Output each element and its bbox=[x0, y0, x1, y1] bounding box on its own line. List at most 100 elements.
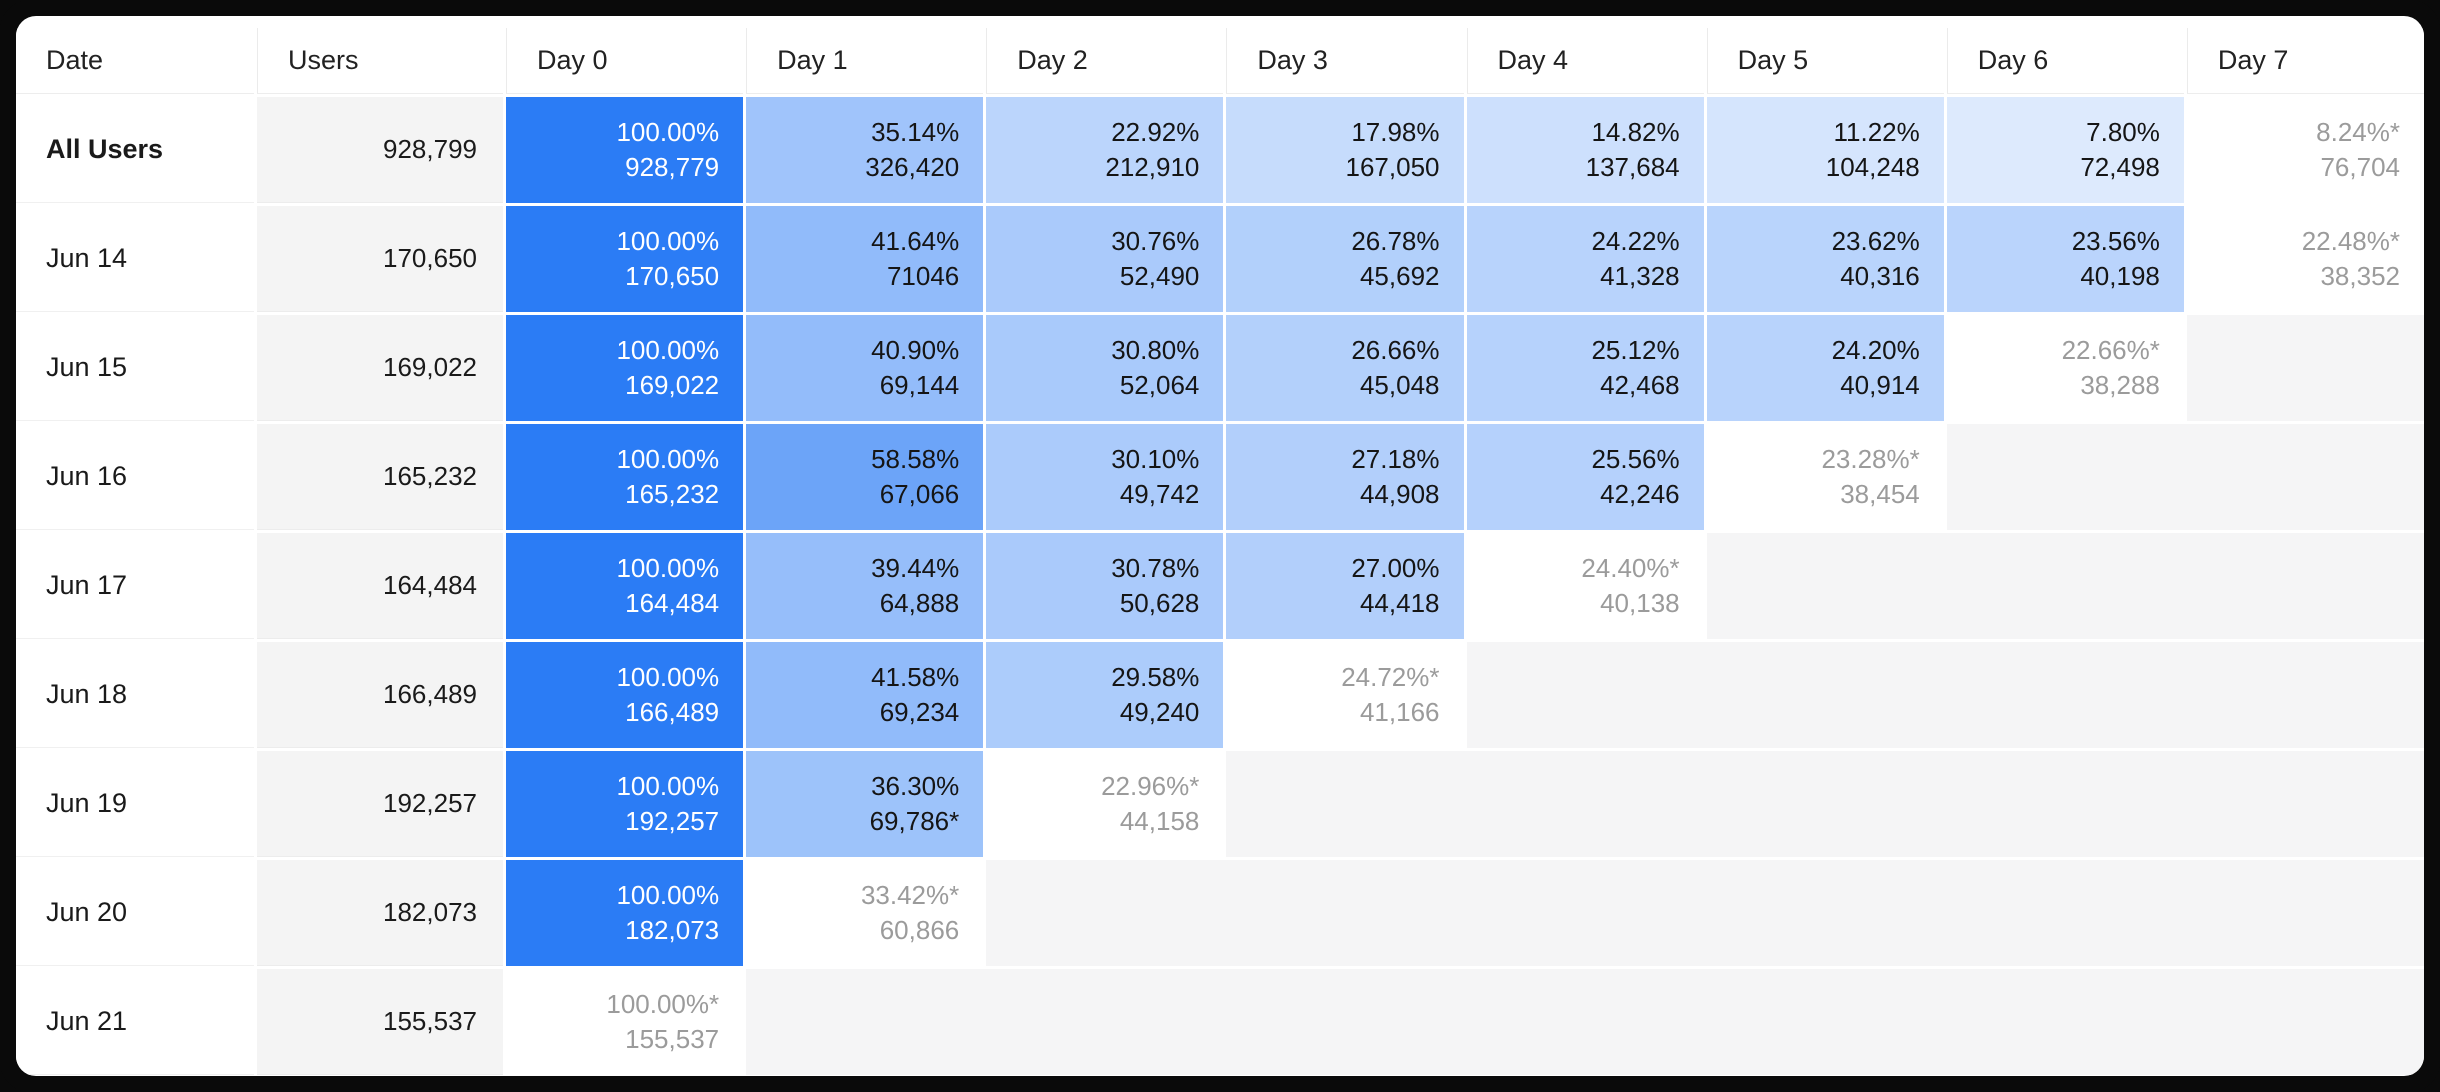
retention-count: 38,352 bbox=[2320, 261, 2400, 291]
retention-percentage: 24.40%* bbox=[1581, 553, 1680, 583]
retention-cell-day-5[interactable]: 24.20% 40,914 bbox=[1706, 315, 1944, 421]
retention-cell-day-3[interactable]: 26.66% 45,048 bbox=[1226, 315, 1464, 421]
retention-count: 155,537 bbox=[625, 1024, 720, 1054]
retention-cell-day-7[interactable]: 22.48%* 38,352 bbox=[2186, 206, 2424, 312]
retention-cell-day-0[interactable]: 100.00% 170,650 bbox=[506, 206, 744, 312]
retention-count: 42,468 bbox=[1600, 370, 1680, 400]
retention-count: 52,490 bbox=[1119, 261, 1200, 291]
cohort-users-count: 169,022 bbox=[257, 315, 503, 421]
column-header-day-1[interactable]: Day 1 bbox=[746, 28, 984, 94]
retention-percentage: 24.72%* bbox=[1341, 662, 1440, 692]
retention-percentage: 39.44% bbox=[871, 553, 960, 583]
retention-cell-day-1[interactable]: 39.44% 64,888 bbox=[746, 533, 984, 639]
retention-cell-day-2[interactable]: 30.78% 50,628 bbox=[986, 533, 1224, 639]
retention-cell-day-7[interactable]: 8.24%* 76,704 bbox=[2186, 97, 2424, 203]
retention-percentage: 11.22% bbox=[1833, 117, 1920, 147]
users-value: 192,257 bbox=[383, 788, 477, 818]
cohort-users-count: 928,799 bbox=[257, 97, 503, 203]
column-header-date[interactable]: Date bbox=[16, 28, 254, 94]
cohort-date: Jun 16 bbox=[46, 461, 128, 491]
retention-count: 326,420 bbox=[865, 152, 960, 182]
retention-count: 182,073 bbox=[625, 915, 720, 945]
cohort-row-label: Jun 20 bbox=[16, 860, 254, 966]
retention-cell-day-4[interactable]: 25.56% 42,246 bbox=[1466, 424, 1704, 530]
retention-percentage: 30.78% bbox=[1111, 553, 1200, 583]
retention-cell-day-1[interactable]: 33.42%* 60,866 bbox=[746, 860, 984, 966]
column-header-users[interactable]: Users bbox=[257, 28, 503, 94]
retention-cell-day-0[interactable]: 100.00% 928,779 bbox=[506, 97, 744, 203]
retention-count: 44,418 bbox=[1359, 588, 1440, 618]
cohort-users-count: 182,073 bbox=[257, 860, 503, 966]
column-header-label: Day 6 bbox=[1977, 45, 2049, 75]
retention-percentage: 30.10% bbox=[1111, 444, 1200, 474]
retention-cell-day-0[interactable]: 100.00% 165,232 bbox=[506, 424, 744, 530]
retention-cell-day-1[interactable]: 41.64% 71046 bbox=[746, 206, 984, 312]
retention-cell-day-0[interactable]: 100.00% 164,484 bbox=[506, 533, 744, 639]
retention-cell-day-3[interactable]: 26.78% 45,692 bbox=[1226, 206, 1464, 312]
column-header-day-3[interactable]: Day 3 bbox=[1226, 28, 1464, 94]
retention-cell-day-1[interactable]: 41.58% 69,234 bbox=[746, 642, 984, 748]
cohort-users-count: 155,537 bbox=[257, 969, 503, 1075]
column-header-label: Day 5 bbox=[1737, 45, 1809, 75]
retention-count: 40,914 bbox=[1840, 370, 1920, 400]
retention-cell-day-4[interactable]: 14.82% 137,684 bbox=[1466, 97, 1704, 203]
column-header-day-4[interactable]: Day 4 bbox=[1466, 28, 1704, 94]
retention-count: 49,240 bbox=[1119, 697, 1200, 727]
empty-cells bbox=[1466, 642, 2424, 748]
empty-cells bbox=[1706, 533, 2424, 639]
retention-cell-day-1[interactable]: 58.58% 67,066 bbox=[746, 424, 984, 530]
retention-count: 60,866 bbox=[879, 915, 960, 945]
retention-cell-day-3[interactable]: 24.72%* 41,166 bbox=[1226, 642, 1464, 748]
retention-cell-day-2[interactable]: 30.10% 49,742 bbox=[986, 424, 1224, 530]
cohort-row-label: Jun 16 bbox=[16, 424, 254, 530]
retention-percentage: 25.12% bbox=[1591, 335, 1680, 365]
retention-cell-day-2[interactable]: 30.76% 52,490 bbox=[986, 206, 1224, 312]
users-value: 164,484 bbox=[383, 570, 477, 600]
retention-cell-day-0[interactable]: 100.00% 182,073 bbox=[506, 860, 744, 966]
retention-cell-day-4[interactable]: 24.40%* 40,138 bbox=[1466, 533, 1704, 639]
retention-cell-day-2[interactable]: 22.96%* 44,158 bbox=[986, 751, 1224, 857]
retention-cell-day-5[interactable]: 23.28%* 38,454 bbox=[1706, 424, 1944, 530]
retention-cell-day-5[interactable]: 23.62% 40,316 bbox=[1706, 206, 1944, 312]
retention-cell-day-0[interactable]: 100.00% 169,022 bbox=[506, 315, 744, 421]
retention-percentage: 36.30% bbox=[871, 771, 960, 801]
retention-cell-day-4[interactable]: 24.22% 41,328 bbox=[1466, 206, 1704, 312]
retention-cell-day-6[interactable]: 7.80% 72,498 bbox=[1946, 97, 2184, 203]
retention-count: 41,328 bbox=[1600, 261, 1680, 291]
retention-cell-day-0[interactable]: 100.00% 166,489 bbox=[506, 642, 744, 748]
retention-count: 69,144 bbox=[879, 370, 960, 400]
retention-cell-day-2[interactable]: 29.58% 49,240 bbox=[986, 642, 1224, 748]
retention-percentage: 25.56% bbox=[1591, 444, 1680, 474]
retention-count: 166,489 bbox=[625, 697, 720, 727]
users-value: 165,232 bbox=[383, 461, 477, 491]
column-header-day-2[interactable]: Day 2 bbox=[986, 28, 1224, 94]
retention-cell-day-1[interactable]: 35.14% 326,420 bbox=[746, 97, 984, 203]
column-header-day-6[interactable]: Day 6 bbox=[1946, 28, 2184, 94]
retention-cell-day-5[interactable]: 11.22% 104,248 bbox=[1706, 97, 1944, 203]
retention-count: 42,246 bbox=[1600, 479, 1680, 509]
retention-cell-day-2[interactable]: 22.92% 212,910 bbox=[986, 97, 1224, 203]
retention-percentage: 23.28%* bbox=[1821, 444, 1920, 474]
retention-count: 64,888 bbox=[879, 588, 960, 618]
retention-cell-day-3[interactable]: 27.00% 44,418 bbox=[1226, 533, 1464, 639]
retention-cell-day-2[interactable]: 30.80% 52,064 bbox=[986, 315, 1224, 421]
retention-count: 928,779 bbox=[625, 152, 720, 182]
column-header-day-5[interactable]: Day 5 bbox=[1706, 28, 1944, 94]
retention-cell-day-4[interactable]: 25.12% 42,468 bbox=[1466, 315, 1704, 421]
retention-cell-day-0[interactable]: 100.00% 192,257 bbox=[506, 751, 744, 857]
retention-cell-day-6[interactable]: 22.66%* 38,288 bbox=[1946, 315, 2184, 421]
column-header-label: Day 2 bbox=[1017, 45, 1088, 75]
retention-percentage: 100.00% bbox=[616, 771, 720, 801]
retention-cell-day-6[interactable]: 23.56% 40,198 bbox=[1946, 206, 2184, 312]
retention-count: 69,786* bbox=[869, 806, 960, 836]
column-header-day-0[interactable]: Day 0 bbox=[506, 28, 744, 94]
retention-cell-day-1[interactable]: 36.30% 69,786* bbox=[746, 751, 984, 857]
retention-cell-day-3[interactable]: 27.18% 44,908 bbox=[1226, 424, 1464, 530]
column-header-day-7[interactable]: Day 7 bbox=[2186, 28, 2424, 94]
retention-cell-day-0[interactable]: 100.00%* 155,537 bbox=[506, 969, 744, 1075]
retention-percentage: 40.90% bbox=[871, 335, 960, 365]
retention-cell-day-1[interactable]: 40.90% 69,144 bbox=[746, 315, 984, 421]
retention-cell-day-3[interactable]: 17.98% 167,050 bbox=[1226, 97, 1464, 203]
retention-percentage: 27.00% bbox=[1351, 553, 1440, 583]
retention-count: 67,066 bbox=[879, 479, 960, 509]
